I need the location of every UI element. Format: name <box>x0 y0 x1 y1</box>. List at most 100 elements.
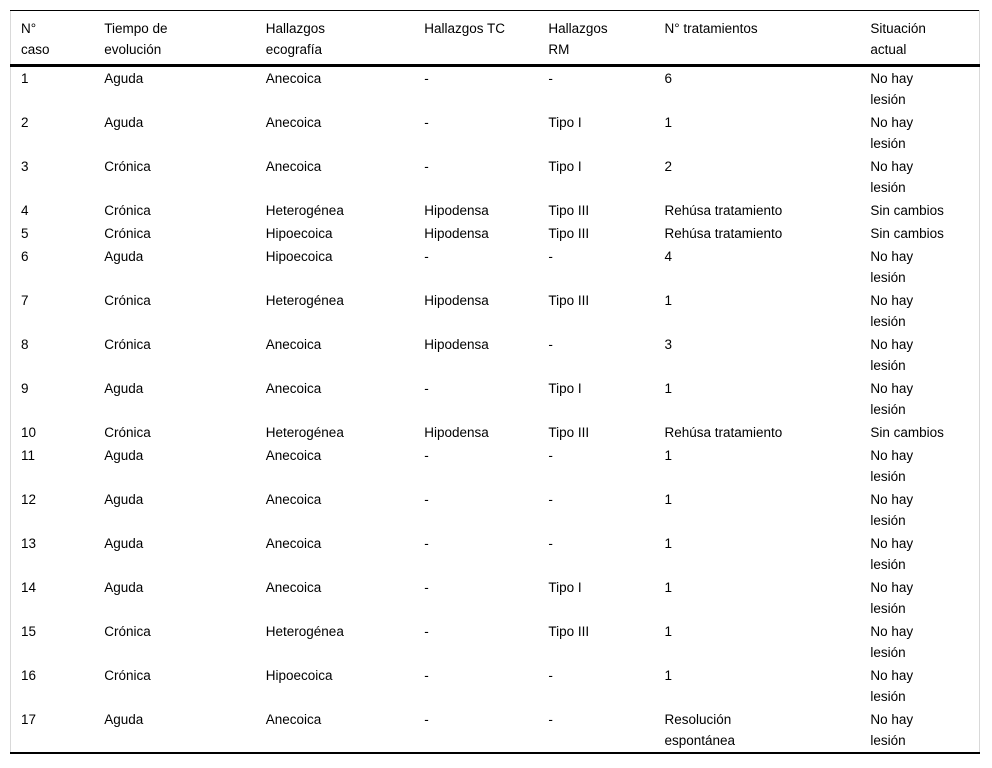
table-cell: Rehúsa tratamiento <box>664 203 783 218</box>
table-cell: 1 <box>664 448 672 463</box>
table-cell: Anecoica <box>265 712 322 727</box>
table-cell: Crónica <box>104 337 151 352</box>
table-row: 17 Aguda Anecoica - - Resolución espontánea No… <box>11 708 980 753</box>
table-cell: - <box>424 668 429 683</box>
table-cell: Tipo I <box>548 580 582 595</box>
table-row: 3 Crónica Anecoica - Tipo I 2 No hay lesión <box>11 155 980 199</box>
table-cell: No hay lesión <box>870 381 914 417</box>
table-cell: 5 <box>21 226 29 241</box>
table-cell: No hay lesión <box>870 492 914 528</box>
table-cell: 1 <box>21 71 29 86</box>
column-header: Situación actual <box>860 10 980 67</box>
table-row: 4 Crónica Heterogénea Hipodensa Tipo III Rehú… <box>11 199 980 222</box>
table-row: 2 Aguda Anecoica - Tipo I 1 No hay lesión <box>11 111 980 155</box>
table-cell: No hay lesión <box>870 712 914 748</box>
table-cell: 6 <box>664 71 672 86</box>
column-header: N° tratamientos <box>654 10 861 67</box>
table-row: 9 Aguda Anecoica - Tipo I 1 No hay lesión <box>11 377 980 421</box>
table-cell: Hipodensa <box>424 337 489 352</box>
table-cell: Aguda <box>104 448 144 463</box>
table-cell: 4 <box>21 203 29 218</box>
table-cell: 1 <box>664 624 672 639</box>
table-cell: No hay lesión <box>870 71 914 107</box>
table-cell: Heterogénea <box>265 425 344 440</box>
table-cell: Aguda <box>104 115 144 130</box>
table-cell: Tipo III <box>548 203 590 218</box>
table-cell: 11 <box>21 448 36 463</box>
table-cell: 1 <box>664 293 672 308</box>
table-row: 6 Aguda Hipoecoica - - 4 No hay lesión <box>11 245 980 289</box>
table-cell: Crónica <box>104 226 151 241</box>
table-cell: Aguda <box>104 381 144 396</box>
table-cell: Rehúsa tratamiento <box>664 425 783 440</box>
table-row: 14 Aguda Anecoica - Tipo I 1 No hay lesión <box>11 576 980 620</box>
table-cell: - <box>424 71 429 86</box>
table-cell: Anecoica <box>265 536 322 551</box>
table-cell: 16 <box>21 668 37 683</box>
table-cell: No hay lesión <box>870 536 914 572</box>
table-cell: - <box>424 492 429 507</box>
column-header: Hallazgos TC <box>414 10 539 67</box>
table-cell: Tipo III <box>548 226 590 241</box>
table-cell: Hipodensa <box>424 226 489 241</box>
table-cell: 10 <box>21 425 37 440</box>
table-cell: Anecoica <box>265 580 322 595</box>
table-cell: 4 <box>664 249 672 264</box>
table-cell: - <box>548 249 553 264</box>
table-cell: No hay lesión <box>870 293 914 329</box>
table-cell: Tipo I <box>548 381 582 396</box>
table-cell: - <box>424 249 429 264</box>
table-cell: Tipo III <box>548 624 590 639</box>
table-cell: - <box>548 492 553 507</box>
table-cell: Anecoica <box>265 159 322 174</box>
table-cell: Anecoica <box>265 337 322 352</box>
clinical-cases-table: N° caso Tiempo de evolución Hallazgos ecog… <box>10 10 980 754</box>
table-cell: Sin cambios <box>870 425 944 440</box>
table-cell: 9 <box>21 381 29 396</box>
table-cell: Crónica <box>104 203 151 218</box>
table-cell: - <box>424 580 429 595</box>
table-row: 13 Aguda Anecoica - - 1 No hay lesión <box>11 532 980 576</box>
table-cell: Crónica <box>104 293 151 308</box>
table-cell: Tipo III <box>548 293 590 308</box>
table-cell: 13 <box>21 536 37 551</box>
table-row: 16 Crónica Hipoecoica - - 1 No hay lesión <box>11 664 980 708</box>
table-cell: - <box>548 712 553 727</box>
column-header: Hallazgos ecografía <box>255 10 415 67</box>
table-cell: - <box>548 448 553 463</box>
table-cell: 15 <box>21 624 37 639</box>
table-cell: No hay lesión <box>870 337 914 373</box>
table-row: 8 Crónica Anecoica Hipodensa - 3 No hay lesión <box>11 333 980 377</box>
header-row: N° caso Tiempo de evolución Hallazgos ecog… <box>10 10 980 67</box>
table-cell: Aguda <box>104 249 144 264</box>
table-row: 12 Aguda Anecoica - - 1 No hay lesión <box>11 488 980 532</box>
table-cell: 6 <box>21 249 29 264</box>
table-body: 1 Aguda Anecoica - - 6 No hay lesión 2 Aguda Anec… <box>11 66 980 754</box>
column-header: Hallazgos RM <box>538 10 655 67</box>
table-cell: Resolución espontánea <box>664 712 736 748</box>
table-cell: Anecoica <box>265 381 322 396</box>
table-cell: - <box>548 337 553 352</box>
table-cell: Aguda <box>104 536 144 551</box>
table-cell: Tipo I <box>548 115 582 130</box>
table-cell: - <box>548 536 553 551</box>
table-cell: Anecoica <box>265 448 322 463</box>
table-cell: 17 <box>21 712 37 727</box>
table-cell: 1 <box>664 536 672 551</box>
table-cell: 2 <box>21 115 29 130</box>
table-cell: - <box>424 624 429 639</box>
table-cell: Hipodensa <box>424 203 489 218</box>
table-cell: 1 <box>664 668 672 683</box>
table-cell: No hay lesión <box>870 159 914 195</box>
table-cell: Crónica <box>104 668 151 683</box>
table-row: 11 Aguda Anecoica - - 1 No hay lesión <box>11 444 980 488</box>
table-row: 10 Crónica Heterogénea Hipodensa Tipo III Reh… <box>11 421 980 444</box>
table-cell: Crónica <box>104 624 151 639</box>
table-cell: No hay lesión <box>870 115 914 151</box>
table-cell: Aguda <box>104 580 144 595</box>
table-cell: Hipodensa <box>424 293 489 308</box>
table-cell: Heterogénea <box>265 293 344 308</box>
table-cell: Crónica <box>104 159 151 174</box>
table-cell: 3 <box>21 159 29 174</box>
